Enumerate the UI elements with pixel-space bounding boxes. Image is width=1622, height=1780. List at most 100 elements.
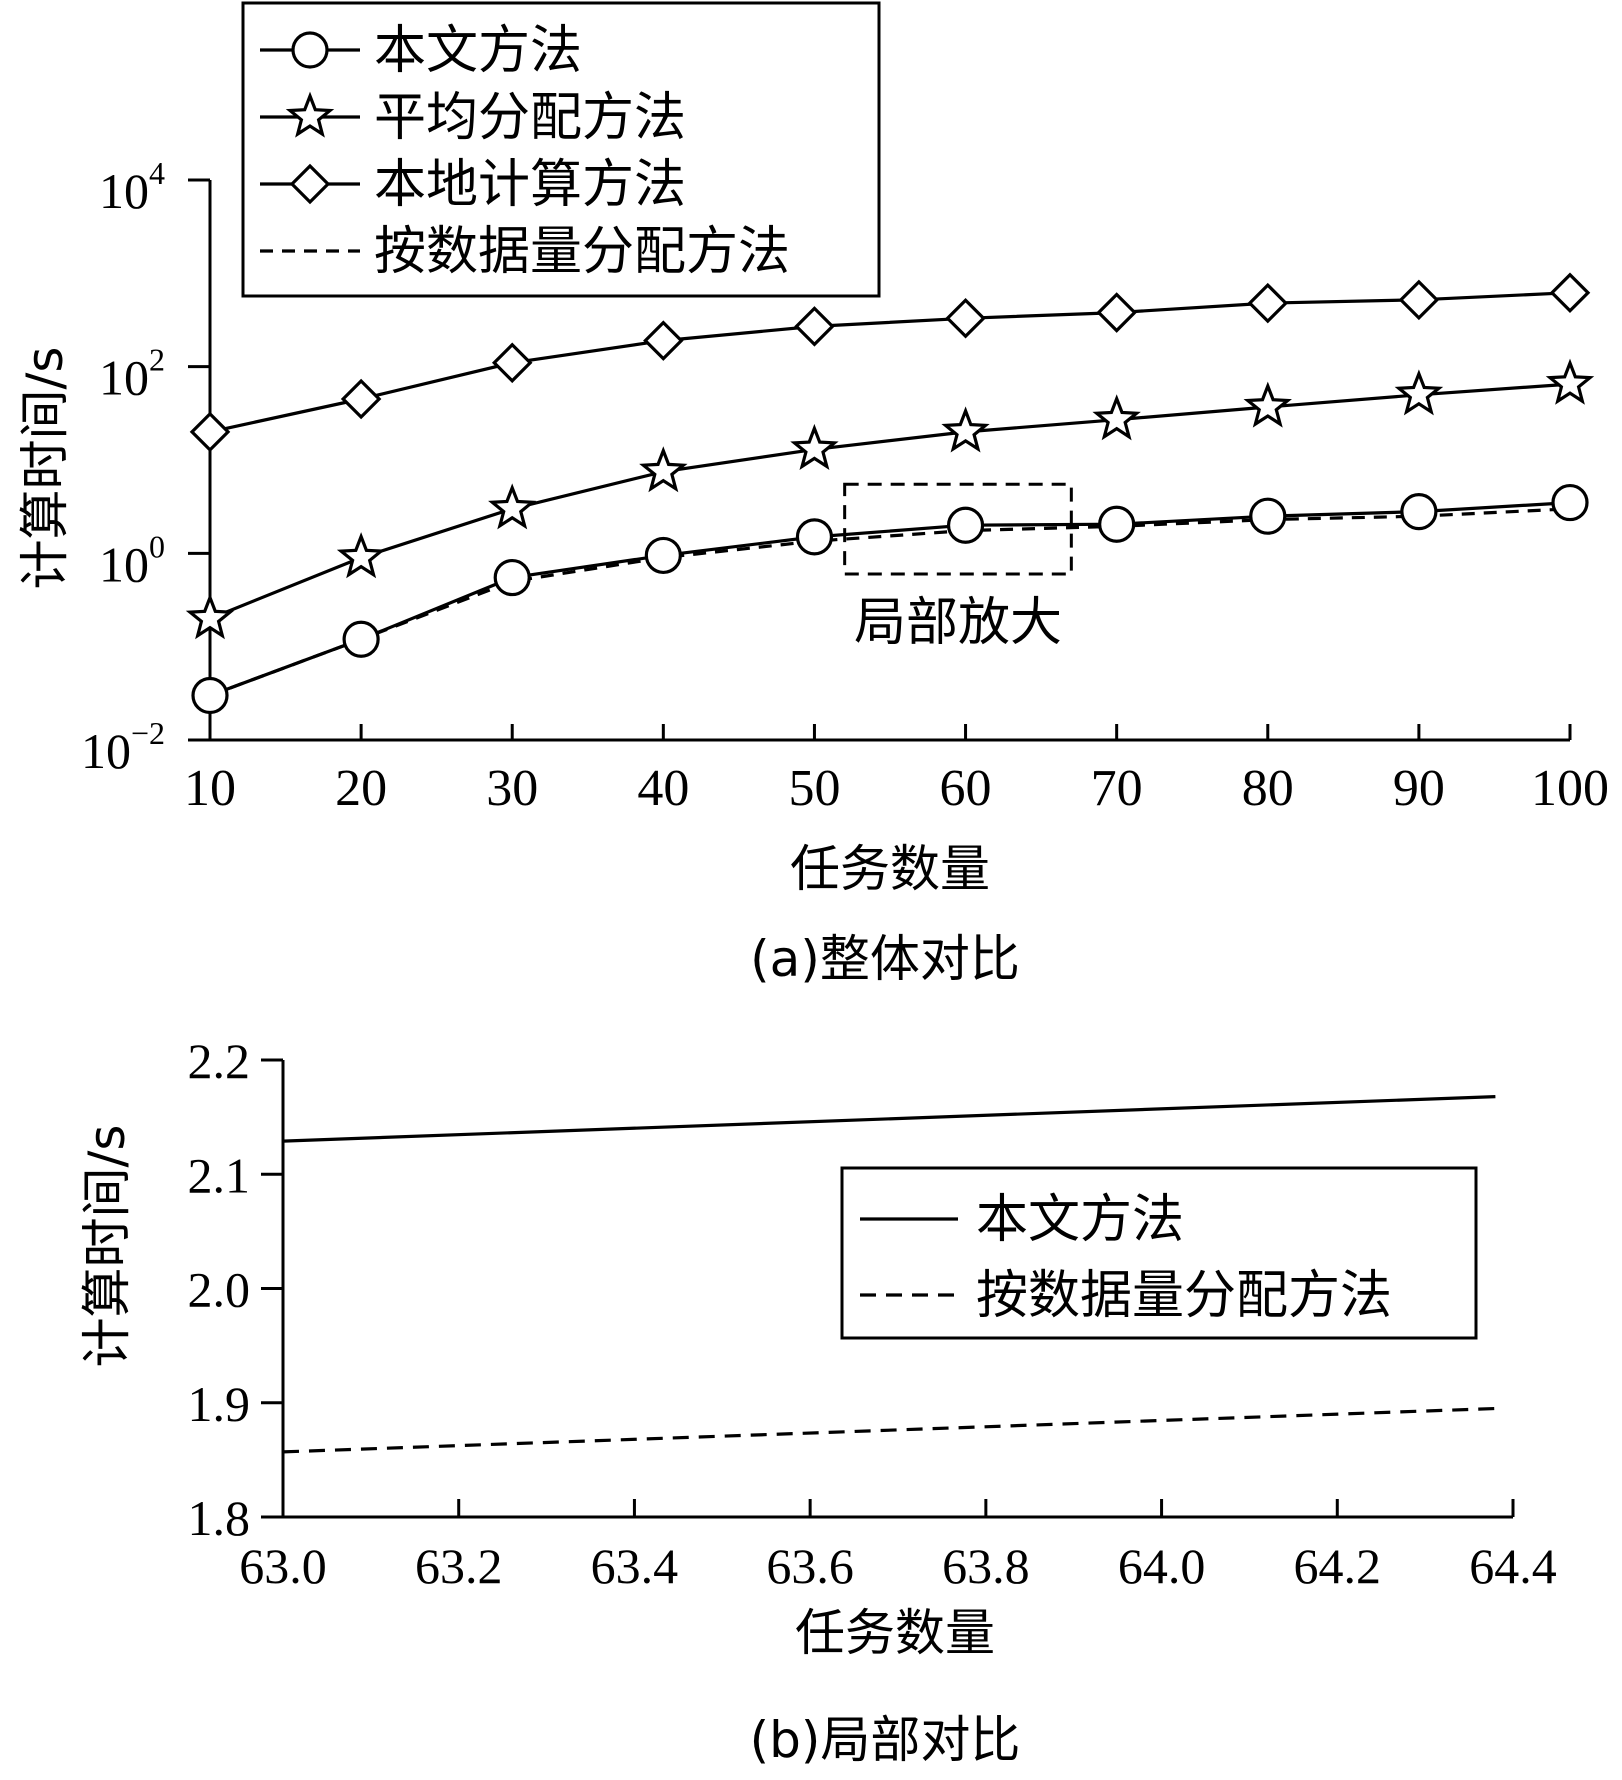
a-x-tick-label: 50 <box>788 760 840 817</box>
a-legend-marker-2 <box>289 163 331 205</box>
a-x-tick-label: 80 <box>1242 760 1294 817</box>
b-x-tick-labels: 63.0 63.2 63.4 63.6 63.8 64.0 64.2 64.4 <box>239 1538 1557 1594</box>
a-series-2-point <box>1398 279 1440 321</box>
a-series-1-point <box>488 483 537 530</box>
a-series-0-point <box>191 676 229 715</box>
a-series-2-point <box>340 378 382 420</box>
a-y-tick-exponent: 2 <box>149 342 165 378</box>
b-series-line-0 <box>282 1095 1496 1143</box>
b-x-tick-label: 63.4 <box>591 1538 679 1594</box>
a-series-line-1 <box>209 382 1571 621</box>
a-series-1-point <box>790 423 839 471</box>
a-y-tick-base: 10 <box>99 536 149 592</box>
b-y-tick-label: 2.1 <box>188 1147 251 1203</box>
b-x-tick-label: 63.0 <box>239 1538 327 1594</box>
a-caption: (a)整体对比 <box>750 930 1020 988</box>
a-legend-marker-0 <box>291 31 329 69</box>
a-series-2-point <box>945 298 986 339</box>
b-legend-frame <box>840 1166 1478 1340</box>
a-x-tick-label: 40 <box>637 760 689 817</box>
b-y-axis-title: 计算时间/s <box>78 1125 136 1368</box>
a-x-axis-title: 任务数量 <box>790 840 990 898</box>
b-y-tick-label: 1.9 <box>188 1376 251 1432</box>
a-x-tick-label: 30 <box>486 760 538 817</box>
a-series-1-point <box>1243 381 1292 428</box>
a-y-tick-base: 10 <box>99 163 149 219</box>
a-y-tick-exponent: −2 <box>131 715 165 751</box>
a-series-0-point <box>795 518 834 556</box>
a-y-tick-label: 10−2 <box>81 715 165 779</box>
a-y-tick-label: 102 <box>99 342 165 406</box>
a-legend-frame <box>241 1 881 298</box>
a-x-tick-label: 60 <box>940 760 992 817</box>
a-series-2-point <box>189 411 231 453</box>
a-x-tick-label: 70 <box>1091 760 1143 817</box>
a-y-tick-label: 104 <box>99 155 165 219</box>
a-series-0-point <box>342 620 380 658</box>
a-x-tick-label: 90 <box>1393 760 1445 817</box>
b-y-tick-labels: 2.2 2.1 2.0 1.9 1.8 <box>188 1033 251 1546</box>
a-legend-label-1: 平均分配方法 <box>374 88 686 148</box>
a-series-1-point <box>185 593 235 640</box>
a-axes <box>188 178 1572 742</box>
a-x-tick-labels: 10 20 30 40 50 60 70 80 90 100 <box>184 760 1609 817</box>
a-series-2-point <box>1247 282 1289 324</box>
a-y-axis-title: 计算时间/s <box>16 347 74 590</box>
a-y-tick-exponent: 4 <box>149 155 165 191</box>
a-series-0-point <box>644 536 682 575</box>
a-series-2-point <box>1549 272 1591 313</box>
a-y-tick-exponent: 0 <box>149 528 165 564</box>
a-series-1-point <box>639 446 688 493</box>
a-series-2-point <box>643 320 684 361</box>
a-series-0-point <box>1249 497 1287 535</box>
a-series-2-point <box>794 306 835 347</box>
a-x-tick-label: 10 <box>184 760 236 817</box>
a-series-0-point <box>1400 492 1438 531</box>
a-series-0-point <box>1098 505 1136 543</box>
b-y-tick-label: 1.8 <box>188 1490 251 1546</box>
a-series-1-point <box>941 406 990 453</box>
a-series-line-0 <box>209 501 1571 697</box>
a-zoom-label: 局部放大 <box>854 593 1062 653</box>
b-series-line-1 <box>282 1406 1496 1454</box>
a-y-tick-label: 100 <box>99 528 165 592</box>
a-legend-label-3: 按数据量分配方法 <box>374 222 790 282</box>
a-series-1-point <box>1394 369 1444 416</box>
a-y-tick-base: 10 <box>81 723 131 779</box>
b-caption: (b)局部对比 <box>750 1711 1021 1769</box>
b-y-tick-label: 2.2 <box>188 1033 251 1089</box>
b-x-axis-title: 任务数量 <box>795 1604 995 1662</box>
a-y-tick-base: 10 <box>99 350 149 406</box>
a-series-0-point <box>1551 483 1589 522</box>
a-series-line-3 <box>209 507 1571 697</box>
b-axes <box>261 1058 1515 1519</box>
a-x-tick-label: 20 <box>335 760 387 817</box>
panel-b: 2.2 2.1 2.0 1.9 1.8 63.0 63.2 63.4 63.6 63.8 64.0… <box>78 1033 1557 1769</box>
b-x-tick-label: 64.0 <box>1118 1538 1206 1594</box>
b-x-tick-label: 63.2 <box>415 1538 503 1594</box>
a-series-2-point <box>1096 292 1137 333</box>
b-x-tick-label: 63.6 <box>766 1538 854 1594</box>
a-series-1-point <box>1092 394 1141 441</box>
a-series-2-point <box>491 342 533 384</box>
a-series <box>185 272 1595 715</box>
a-legend-label-2: 本地计算方法 <box>374 155 686 215</box>
a-legend-marker-1 <box>285 91 335 138</box>
b-legend-label-0: 本文方法 <box>976 1190 1184 1250</box>
a-series-1-point <box>336 532 386 579</box>
a-series-1-point <box>1545 358 1595 405</box>
b-x-tick-label: 64.2 <box>1294 1538 1382 1594</box>
a-series-line-2 <box>209 291 1571 434</box>
a-legend-label-0: 本文方法 <box>374 21 582 81</box>
a-zoom-box <box>843 482 1073 576</box>
a-series-0-point <box>946 506 985 544</box>
b-series <box>282 1095 1496 1454</box>
b-x-tick-label: 64.4 <box>1469 1538 1557 1594</box>
a-series-0-point <box>493 558 531 597</box>
b-x-tick-label: 63.8 <box>942 1538 1030 1594</box>
b-legend-label-1: 按数据量分配方法 <box>976 1266 1392 1326</box>
